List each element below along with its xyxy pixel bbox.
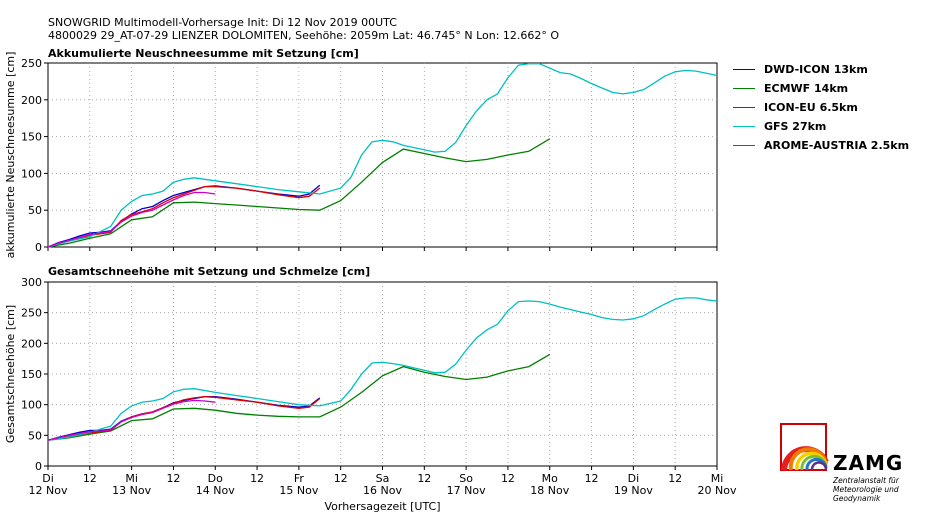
legend-label: ICON-EU 6.5km: [764, 101, 858, 114]
top-series-line: [47, 185, 321, 248]
bottom-y-tick-label: 150: [21, 368, 42, 381]
x-tick-label: Sa: [376, 472, 390, 485]
x-tick-label: 12: [166, 472, 180, 485]
x-tick-date-label: 14 Nov: [196, 484, 235, 497]
legend-item: DWD-ICON 13km: [733, 60, 909, 79]
legend-label: AROME-AUSTRIA 2.5km: [764, 139, 910, 152]
top-series-line: [47, 138, 551, 248]
legend-swatch: [733, 126, 755, 127]
x-tick-date-label: 15 Nov: [279, 484, 318, 497]
x-tick-label: 12: [83, 472, 97, 485]
legend-swatch: [733, 88, 755, 89]
x-tick-label: 12: [334, 472, 348, 485]
bottom-y-axis-label: Gesamtschneehöhe [cm]: [4, 305, 17, 443]
x-tick-label: Mi: [711, 472, 724, 485]
top-y-tick-label: 200: [21, 94, 42, 107]
x-tick-label: 12: [501, 472, 515, 485]
bottom-series-line: [47, 399, 216, 441]
top-y-tick-label: 250: [21, 57, 42, 70]
top-y-tick-label: 0: [35, 241, 42, 254]
logo-subtitle-line: Geodynamik: [833, 494, 881, 503]
legend-swatch: [733, 69, 755, 70]
legend-swatch: [733, 107, 755, 108]
x-tick-label: 12: [585, 472, 599, 485]
x-axis-label: Vorhersagezeit [UTC]: [324, 500, 440, 513]
x-tick-label: So: [459, 472, 473, 485]
legend: DWD-ICON 13km ECMWF 14km ICON-EU 6.5km G…: [733, 60, 909, 155]
x-tick-date-label: 13 Nov: [112, 484, 151, 497]
legend-item: ECMWF 14km: [733, 79, 909, 98]
x-tick-label: Di: [42, 472, 54, 485]
top-y-tick-label: 50: [28, 204, 42, 217]
x-tick-label: Mo: [542, 472, 558, 485]
bottom-series-line: [47, 353, 551, 441]
x-tick-label: Do: [208, 472, 223, 485]
legend-label: ECMWF 14km: [764, 82, 849, 95]
chart-header-line2: 4800029 29_AT-07-29 LIENZER DOLOMITEN, S…: [48, 29, 560, 42]
top-y-tick-label: 100: [21, 167, 42, 180]
bottom-y-tick-label: 100: [21, 399, 42, 412]
x-tick-label: Mi: [125, 472, 138, 485]
x-tick-date-label: 19 Nov: [614, 484, 653, 497]
bottom-y-tick-label: 200: [21, 337, 42, 350]
top-series-line: [47, 191, 216, 248]
logo-subtitle-line: Meteorologie und: [833, 485, 899, 494]
bottom-series-line: [47, 297, 718, 441]
legend-label: DWD-ICON 13km: [764, 63, 868, 76]
legend-swatch: [733, 145, 755, 146]
logo-name: ZAMG: [833, 451, 904, 475]
x-tick-label: Fr: [294, 472, 305, 485]
x-tick-label: 12: [668, 472, 682, 485]
legend-label: GFS 27km: [764, 120, 827, 133]
logo-subtitle-line: Zentralanstalt für: [833, 476, 899, 485]
x-tick-label: 12: [250, 472, 264, 485]
top-series-line: [47, 63, 718, 248]
logo-subtitle: Zentralanstalt für Meteorologie und Geod…: [833, 476, 899, 503]
top-y-axis-label: akkumulierte Neuschneesumme [cm]: [4, 52, 17, 259]
zamg-logo: ZAMG Zentralanstalt für Meteorologie und…: [780, 423, 920, 513]
legend-item: ICON-EU 6.5km: [733, 98, 909, 117]
x-tick-date-label: 16 Nov: [363, 484, 402, 497]
legend-item: GFS 27km: [733, 117, 909, 136]
zamg-rainbow-icon: [780, 423, 829, 471]
bottom-y-tick-label: 300: [21, 276, 42, 289]
x-tick-label: 12: [417, 472, 431, 485]
x-tick-label: Di: [628, 472, 640, 485]
bottom-y-tick-label: 50: [28, 429, 42, 442]
legend-item: AROME-AUSTRIA 2.5km: [733, 136, 909, 155]
top-panel-title: Akkumulierte Neuschneesumme mit Setzung …: [48, 47, 359, 60]
x-tick-date-label: 17 Nov: [447, 484, 486, 497]
x-tick-date-label: 18 Nov: [530, 484, 569, 497]
x-tick-date-label: 12 Nov: [29, 484, 68, 497]
bottom-panel-title: Gesamtschneehöhe mit Setzung und Schmelz…: [48, 265, 371, 278]
bottom-y-tick-label: 250: [21, 307, 42, 320]
top-y-tick-label: 150: [21, 131, 42, 144]
chart-header-line1: SNOWGRID Multimodell-Vorhersage Init: Di…: [48, 16, 397, 29]
x-tick-date-label: 20 Nov: [698, 484, 737, 497]
bottom-y-tick-label: 0: [35, 460, 42, 473]
